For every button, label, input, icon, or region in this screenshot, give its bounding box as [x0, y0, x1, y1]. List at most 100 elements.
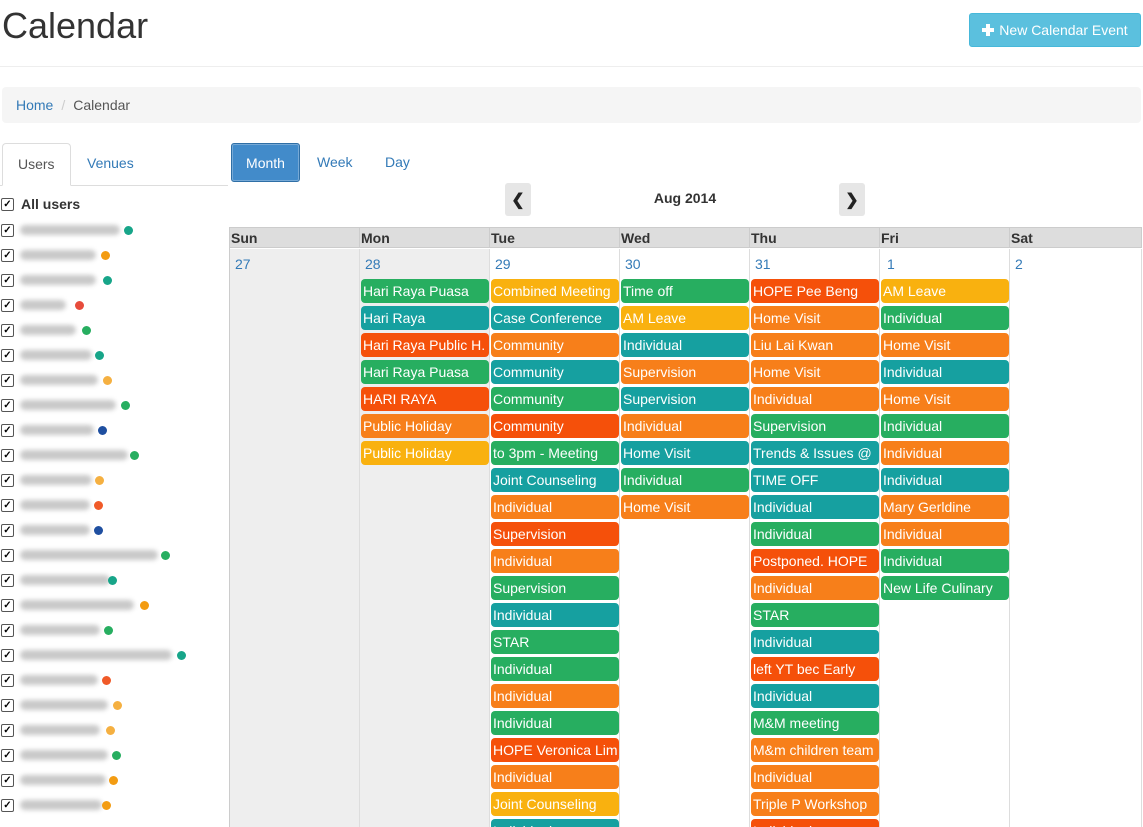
- calendar-event[interactable]: Individual: [751, 684, 879, 708]
- day-cell[interactable]: 27: [230, 249, 360, 827]
- calendar-event[interactable]: Home Visit: [751, 306, 879, 330]
- calendar-event[interactable]: Individual: [751, 576, 879, 600]
- calendar-event[interactable]: Hari Raya: [361, 306, 489, 330]
- calendar-event[interactable]: M&M meeting: [751, 711, 879, 735]
- user-checkbox[interactable]: ✓: [1, 349, 14, 362]
- day-number[interactable]: 2: [1015, 256, 1023, 272]
- user-checkbox[interactable]: ✓: [1, 299, 14, 312]
- calendar-event[interactable]: M&m children team: [751, 738, 879, 762]
- user-filter-row[interactable]: ✓: [0, 771, 228, 791]
- user-filter-row[interactable]: ✓: [0, 371, 228, 391]
- calendar-event[interactable]: Individual: [881, 414, 1009, 438]
- calendar-event[interactable]: Supervision: [491, 576, 619, 600]
- user-filter-row[interactable]: ✓: [0, 296, 228, 316]
- day-cell[interactable]: 28 Hari Raya Puasa Hari Raya Hari Raya Publ…: [360, 249, 490, 827]
- calendar-event[interactable]: Individual: [751, 522, 879, 546]
- calendar-event[interactable]: Individual: [881, 306, 1009, 330]
- calendar-event[interactable]: Combined Meeting: [491, 279, 619, 303]
- user-checkbox[interactable]: ✓: [1, 574, 14, 587]
- calendar-event[interactable]: Individual: [881, 522, 1009, 546]
- breadcrumb-home-link[interactable]: Home: [16, 97, 54, 113]
- user-filter-row[interactable]: ✓: [0, 646, 228, 666]
- day-number[interactable]: 28: [365, 256, 381, 272]
- user-checkbox[interactable]: ✓: [1, 699, 14, 712]
- user-checkbox[interactable]: ✓: [1, 449, 14, 462]
- calendar-event[interactable]: Individual: [621, 468, 749, 492]
- user-filter-row[interactable]: ✓: [0, 621, 228, 641]
- calendar-event[interactable]: Individual: [881, 549, 1009, 573]
- user-filter-row[interactable]: ✓: [0, 696, 228, 716]
- user-checkbox[interactable]: ✓: [1, 649, 14, 662]
- user-checkbox[interactable]: ✓: [1, 724, 14, 737]
- calendar-event[interactable]: Supervision: [491, 522, 619, 546]
- calendar-event[interactable]: Community: [491, 333, 619, 357]
- calendar-event[interactable]: Public Holiday: [361, 414, 489, 438]
- calendar-event[interactable]: Individual: [491, 657, 619, 681]
- user-checkbox[interactable]: ✓: [1, 549, 14, 562]
- user-checkbox[interactable]: ✓: [1, 674, 14, 687]
- day-number[interactable]: 30: [625, 256, 641, 272]
- calendar-event[interactable]: Community: [491, 387, 619, 411]
- user-filter-row[interactable]: ✓: [0, 796, 228, 816]
- calendar-event[interactable]: Community: [491, 414, 619, 438]
- calendar-event[interactable]: Home Visit: [881, 333, 1009, 357]
- day-number[interactable]: 27: [235, 256, 251, 272]
- calendar-event[interactable]: Individual: [751, 630, 879, 654]
- user-filter-row[interactable]: ✓: [0, 446, 228, 466]
- user-filter-row[interactable]: ✓: [0, 746, 228, 766]
- calendar-event[interactable]: Individual: [491, 711, 619, 735]
- user-filter-row[interactable]: ✓: [0, 546, 228, 566]
- calendar-event[interactable]: Individual: [491, 765, 619, 789]
- user-checkbox[interactable]: ✓: [1, 499, 14, 512]
- calendar-event[interactable]: HARI RAYA: [361, 387, 489, 411]
- all-users-row[interactable]: ✓ All users: [0, 195, 228, 215]
- calendar-event[interactable]: Individual: [491, 684, 619, 708]
- tab-venues[interactable]: Venues: [87, 155, 134, 171]
- day-cell[interactable]: 2: [1010, 249, 1142, 827]
- calendar-event[interactable]: HOPE Pee Beng: [751, 279, 879, 303]
- day-number[interactable]: 31: [755, 256, 771, 272]
- user-filter-row[interactable]: ✓: [0, 221, 228, 241]
- calendar-event[interactable]: New Life Culinary: [881, 576, 1009, 600]
- view-week-button[interactable]: Week: [317, 154, 353, 170]
- day-cell[interactable]: 1 AM Leave Individual Home Visit Individual H…: [880, 249, 1010, 827]
- user-filter-row[interactable]: ✓: [0, 246, 228, 266]
- calendar-event[interactable]: to 3pm - Meeting: [491, 441, 619, 465]
- user-checkbox[interactable]: ✓: [1, 274, 14, 287]
- user-filter-row[interactable]: ✓: [0, 521, 228, 541]
- calendar-event[interactable]: Home Visit: [751, 360, 879, 384]
- calendar-event[interactable]: Hari Raya Puasa: [361, 279, 489, 303]
- calendar-event[interactable]: Postponed. HOPE: [751, 549, 879, 573]
- calendar-event[interactable]: Individual: [751, 387, 879, 411]
- calendar-event[interactable]: Liu Lai Kwan: [751, 333, 879, 357]
- calendar-event[interactable]: AM Leave: [881, 279, 1009, 303]
- user-filter-row[interactable]: ✓: [0, 596, 228, 616]
- user-filter-row[interactable]: ✓: [0, 471, 228, 491]
- user-filter-row[interactable]: ✓: [0, 571, 228, 591]
- day-cell[interactable]: 30 Time off AM Leave Individual Supervision S…: [620, 249, 750, 827]
- view-month-button[interactable]: Month: [231, 143, 300, 182]
- day-number[interactable]: 29: [495, 256, 511, 272]
- calendar-event[interactable]: Home Visit: [881, 387, 1009, 411]
- calendar-event[interactable]: Home Visit: [621, 495, 749, 519]
- calendar-event[interactable]: Individual: [621, 414, 749, 438]
- calendar-event[interactable]: Supervision: [751, 414, 879, 438]
- user-checkbox[interactable]: ✓: [1, 774, 14, 787]
- prev-month-button[interactable]: ❮: [505, 183, 531, 216]
- new-calendar-event-button[interactable]: New Calendar Event: [969, 13, 1141, 47]
- user-filter-row[interactable]: ✓: [0, 321, 228, 341]
- calendar-event[interactable]: Individual: [881, 468, 1009, 492]
- user-checkbox[interactable]: ✓: [1, 474, 14, 487]
- user-filter-row[interactable]: ✓: [0, 346, 228, 366]
- user-checkbox[interactable]: ✓: [1, 399, 14, 412]
- user-checkbox[interactable]: ✓: [1, 799, 14, 812]
- calendar-event[interactable]: Hari Raya Puasa: [361, 360, 489, 384]
- calendar-event[interactable]: STAR: [751, 603, 879, 627]
- calendar-event[interactable]: Joint Counseling: [491, 792, 619, 816]
- user-filter-row[interactable]: ✓: [0, 396, 228, 416]
- day-number[interactable]: 1: [887, 256, 895, 272]
- calendar-event[interactable]: Community: [491, 360, 619, 384]
- calendar-event[interactable]: Individual: [881, 360, 1009, 384]
- user-filter-row[interactable]: ✓: [0, 421, 228, 441]
- tab-users[interactable]: Users: [2, 143, 71, 186]
